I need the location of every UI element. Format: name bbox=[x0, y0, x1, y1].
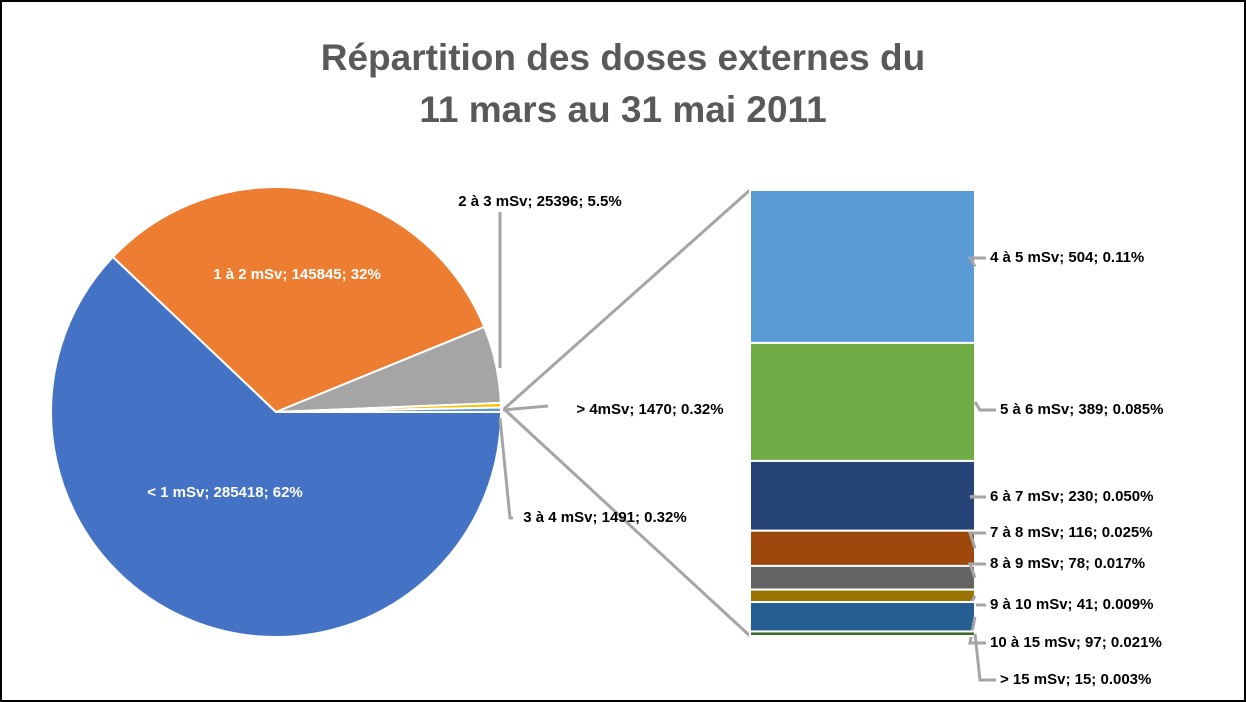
chart-title: Répartition des doses externes du bbox=[321, 37, 926, 78]
leader-line bbox=[969, 494, 986, 499]
leader-line bbox=[502, 404, 549, 412]
leader-line bbox=[967, 256, 986, 268]
data-label: 3 à 4 mSv; 1491; 0.32% bbox=[523, 509, 686, 526]
data-label: < 1 mSv; 285418; 62% bbox=[147, 484, 303, 501]
data-label: > 15 mSv; 15; 0.003% bbox=[1000, 671, 1151, 688]
bar-segment bbox=[749, 588, 976, 604]
data-label: 2 à 3 mSv; 25396; 5.5% bbox=[458, 193, 621, 210]
bar-segment bbox=[749, 341, 976, 462]
leader-line bbox=[498, 417, 513, 520]
leader-line bbox=[973, 633, 996, 682]
data-label: 9 à 10 mSv; 41; 0.009% bbox=[990, 596, 1153, 613]
data-label: 4 à 5 mSv; 504; 0.11% bbox=[990, 249, 1144, 266]
connector-line bbox=[503, 188, 751, 411]
leader-line bbox=[967, 531, 986, 549]
bar-segment bbox=[749, 564, 976, 591]
connector-line bbox=[502, 407, 752, 638]
leader-line bbox=[973, 401, 996, 412]
data-label: 1 à 2 mSv; 145845; 32% bbox=[213, 266, 381, 283]
data-label: > 4mSv; 1470; 0.32% bbox=[576, 401, 723, 418]
data-label: 8 à 9 mSv; 78; 0.017% bbox=[990, 555, 1145, 572]
pie-slice bbox=[111, 186, 486, 414]
bar-segment bbox=[749, 630, 976, 637]
leader-line bbox=[967, 562, 986, 579]
pie-slice bbox=[275, 406, 503, 413]
data-label: 7 à 8 mSv; 116; 0.025% bbox=[990, 524, 1153, 541]
data-label: 5 à 6 mSv; 389; 0.085% bbox=[1000, 401, 1163, 418]
pie-slice bbox=[50, 255, 503, 638]
leader-line bbox=[968, 616, 986, 645]
data-label: 10 à 15 mSv; 97; 0.021% bbox=[990, 634, 1162, 651]
bar-segment bbox=[749, 601, 976, 633]
chart-title: 11 mars au 31 mai 2011 bbox=[419, 89, 826, 130]
data-label: 6 à 7 mSv; 230; 0.050% bbox=[990, 488, 1153, 505]
bar-segment bbox=[749, 529, 976, 567]
bar-segment bbox=[749, 459, 976, 532]
bar-segment bbox=[749, 189, 976, 344]
